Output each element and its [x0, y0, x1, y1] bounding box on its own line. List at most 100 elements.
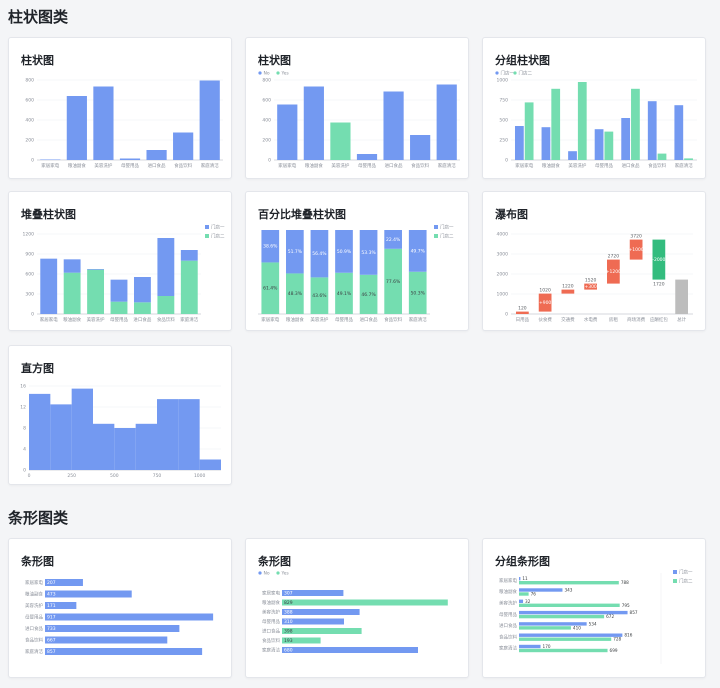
histogram-bin: [50, 404, 72, 470]
bar-segment: [63, 272, 81, 314]
bar: [674, 105, 684, 160]
bar: [631, 88, 640, 160]
category-label: 进口食品: [499, 622, 517, 629]
data-label: 50.9%: [337, 249, 352, 255]
bar: [436, 84, 457, 160]
legend-marker: [258, 571, 262, 575]
bar-xtick: 家居家电: [515, 162, 533, 169]
category-label: 粮油副食: [499, 588, 517, 595]
histogram-bin: [93, 423, 115, 470]
hbar: [282, 618, 344, 625]
bar-segment: [157, 296, 175, 314]
card-grouped-bar: 分组柱状图 门店一 门店二 0 250 500 750 1000 家居家电 粮油副食 美容洗护 母婴…: [482, 37, 706, 179]
legend-label: 门店一: [679, 569, 693, 576]
data-label: 310: [284, 619, 293, 625]
data-label: 1220: [562, 284, 574, 290]
bar-xtick: 进口食品: [385, 162, 403, 169]
legend-label: 门店二: [679, 578, 693, 585]
bar-xtick: 美容洗护: [568, 162, 586, 169]
card-title: 百分比堆叠柱状图: [258, 208, 346, 221]
bar-ytick: 0: [505, 158, 508, 164]
bar-xtick: 家居家电: [261, 316, 279, 323]
card-title: 条形图: [258, 555, 291, 568]
bar-ytick: 4000: [497, 232, 509, 238]
bar-ytick: 2000: [497, 272, 509, 278]
bar-segment: [87, 269, 105, 270]
category-label: 母婴用品: [499, 612, 517, 618]
bar: [383, 91, 404, 160]
bar-xtick: 食品饮料: [174, 162, 192, 169]
hbar: [519, 644, 541, 649]
data-label: +900: [539, 300, 551, 306]
bar-chart-basic: 0 200 400 600 800 家居家电 粮油副食 美容洗护 母婴用品 进口食品 食品饮料 家庭清…: [25, 78, 223, 169]
bar-segment: [408, 271, 427, 314]
bar-segment: [335, 272, 353, 314]
legend-marker: [276, 571, 280, 575]
bar-xtick: 总计: [677, 316, 686, 323]
data-label: 534: [589, 621, 597, 626]
category-label: 家居家电: [262, 590, 280, 597]
bar-xtick: 进口食品: [360, 316, 378, 323]
category-label: 美容洗护: [25, 602, 43, 609]
bar-xtick: 进口食品: [622, 162, 640, 169]
bar-segment: [157, 238, 175, 296]
data-label: 50.3%: [411, 290, 426, 296]
bar-xtick: 家庭清洁: [409, 316, 427, 323]
bar-ytick: 300: [25, 292, 34, 298]
hbar-chart-basic: 家居家电 207 粮油副食 473 美容洗护 171 母婴用品 917 进口食品 733 食品饮料 6…: [25, 579, 214, 655]
category-label: 粮油副食: [25, 591, 43, 598]
data-label: 857: [47, 649, 56, 655]
bar-ytick: 1000: [497, 292, 509, 298]
bar: [93, 86, 114, 160]
histogram-ytick: 0: [23, 468, 26, 474]
bar-segment: [384, 230, 402, 249]
hbar: [519, 626, 571, 630]
legend-marker: [673, 579, 677, 583]
data-label: 795: [622, 603, 630, 608]
hbar: [282, 637, 321, 644]
bar-xtick: 商场消费: [627, 316, 645, 323]
bar-segment: [133, 302, 151, 314]
hbar: [282, 647, 418, 653]
category-label: 家庭清洁: [25, 648, 43, 655]
legend-label: 门店一: [211, 224, 225, 231]
legend-label: 门店二: [211, 233, 225, 240]
bar-ytick: 900: [25, 252, 34, 258]
bar-ytick: 200: [25, 138, 34, 144]
bar-xtick: 交通费: [561, 316, 575, 323]
legend-marker: [495, 71, 499, 75]
category-label: 进口食品: [25, 625, 43, 632]
bar-ytick: 3000: [497, 252, 509, 258]
bar: [40, 159, 61, 160]
data-label: 699: [610, 648, 618, 653]
bar: [551, 88, 561, 160]
data-label: 829: [284, 600, 293, 606]
data-label: 120: [518, 306, 527, 312]
bar-ytick: 0: [268, 158, 271, 164]
legend-marker: [205, 225, 209, 229]
hbar: [45, 590, 132, 598]
category-label: 家庭清洁: [499, 645, 517, 652]
bar-xtick: 伙食费: [538, 316, 552, 323]
bar-xtick: 美容洗护: [94, 162, 112, 169]
card-grouped-hbar: 分组条形图 门店一 门店二 家居家电 11 788 粮油副食 343 76 美容洗护 32 795 母…: [482, 538, 706, 678]
bar-xtick: 美容洗护: [87, 316, 105, 323]
bar: [173, 132, 194, 160]
bar-xtick: 日用品: [516, 317, 530, 323]
bar-segment: [87, 269, 105, 314]
data-label: 816: [624, 633, 632, 638]
hbar: [45, 613, 214, 621]
bar-ytick: 500: [499, 118, 508, 124]
legend-marker: [205, 234, 209, 238]
hbar: [519, 588, 563, 592]
data-label: 398: [284, 629, 293, 635]
hbar: [282, 590, 344, 596]
histogram-ytick: 12: [20, 405, 26, 411]
bar-ytick: 400: [262, 118, 271, 124]
data-label: 48.3%: [288, 291, 303, 297]
category-label: 美容洗护: [499, 600, 517, 607]
bar-xtick: 食品饮料: [157, 316, 175, 323]
waterfall-bar: [607, 259, 620, 284]
hbar: [45, 648, 203, 655]
